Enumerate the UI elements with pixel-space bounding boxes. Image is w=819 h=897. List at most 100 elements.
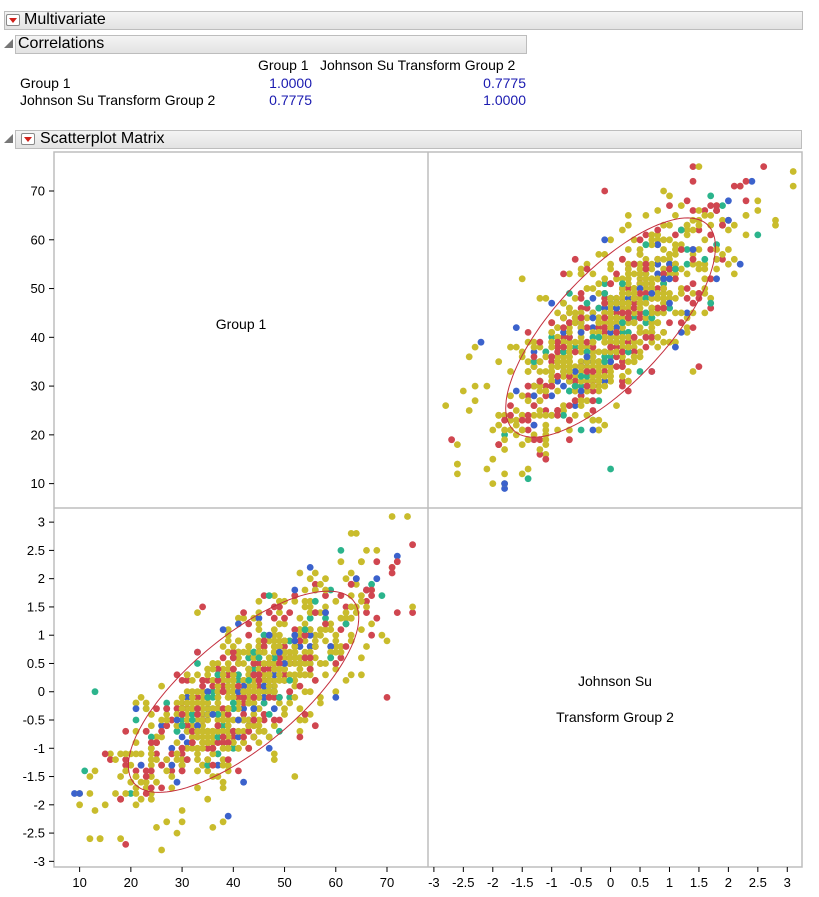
scatter-point-upper [589, 407, 597, 414]
scatter-point-upper [689, 163, 697, 171]
scatter-point-upper [548, 338, 556, 346]
scatter-point-lower [122, 841, 130, 848]
scatter-point-upper [672, 275, 679, 283]
scatter-point-lower [363, 597, 370, 605]
scatter-point-upper [577, 265, 585, 273]
scatter-point-upper [595, 314, 603, 322]
scatter-point-upper [648, 280, 656, 288]
scatter-point-upper [577, 324, 585, 331]
scatter-point-lower [235, 716, 242, 724]
scatter-point-upper [642, 343, 650, 351]
scatter-point-lower [204, 694, 212, 701]
scatter-point-upper [595, 426, 603, 434]
scatter-point-upper [642, 329, 650, 336]
scatter-point-lower [199, 761, 207, 769]
scatter-point-lower [229, 688, 237, 696]
scatter-point-upper [642, 285, 650, 292]
scatter-point-upper [577, 348, 585, 356]
scatter-point-upper [619, 343, 626, 351]
scatter-point-lower [306, 711, 314, 718]
scatter-point-upper [701, 265, 709, 273]
scatter-point-upper [636, 329, 644, 336]
scatter-point-lower [276, 716, 283, 724]
scatter-point-lower [204, 665, 212, 673]
scatter-point-lower [194, 671, 201, 679]
scatter-point-lower [224, 665, 232, 673]
scatter-point-lower [117, 795, 124, 803]
scatter-point-upper [595, 251, 603, 258]
scatter-point-upper [613, 348, 620, 356]
scatter-point-upper [454, 441, 461, 448]
multivariate-menu-icon[interactable] [6, 14, 20, 26]
scatter-point-lower [317, 631, 324, 639]
scatter-point-lower [291, 654, 299, 662]
scatter-point-upper [577, 294, 585, 302]
scatter-disclosure-icon[interactable] [4, 134, 13, 143]
scatter-point-lower [235, 699, 242, 707]
scatter-point-lower [147, 739, 155, 746]
scatter-point-upper [642, 265, 650, 273]
scatter-point-lower [311, 631, 319, 639]
y-tick-label-lower: -1 [33, 741, 45, 756]
scatter-point-upper [654, 285, 662, 292]
scatter-point-lower [153, 756, 160, 763]
scatter-point-upper [624, 319, 632, 327]
scatter-point-lower [188, 711, 196, 718]
scatter-point-upper [548, 377, 556, 385]
scatter-point-lower [153, 750, 160, 758]
scatter-point-upper [577, 270, 585, 278]
scatter-point-upper [624, 377, 632, 385]
scatter-point-lower [327, 626, 335, 633]
scatter-point-upper [548, 333, 556, 341]
scatter-point-lower [265, 631, 273, 639]
scatter-point-upper [695, 260, 703, 268]
scatter-point-upper [648, 319, 656, 327]
scatter-point-lower [219, 643, 227, 650]
scatter-point-upper [613, 324, 620, 331]
scatter-point-upper [624, 358, 632, 366]
y-tick-label-lower: 0.5 [27, 656, 45, 671]
scatter-point-upper [601, 333, 609, 341]
scatter-point-lower [291, 586, 299, 594]
scatter-point-lower [224, 671, 232, 679]
scatter-point-lower [301, 711, 309, 718]
scatter-point-upper [560, 407, 567, 414]
scatter-point-lower [173, 727, 181, 735]
scatter-point-upper [571, 402, 579, 409]
scatter-point-lower [260, 665, 268, 673]
scatter-point-upper [619, 309, 626, 317]
scatter-point-upper [554, 333, 561, 341]
scatter-point-upper [589, 363, 597, 370]
correlations-disclosure-icon[interactable] [4, 39, 13, 48]
scatter-point-lower [158, 846, 166, 854]
scatter-point-upper [583, 260, 591, 268]
scatter-point-upper [454, 470, 461, 478]
scatter-point-upper [465, 353, 473, 361]
scatter-point-upper [630, 358, 638, 366]
scatter-point-upper [577, 358, 585, 366]
scatter-point-upper [666, 260, 673, 268]
scatter-point-lower [311, 654, 319, 662]
scatter-point-lower [204, 739, 212, 746]
scatter-point-upper [530, 363, 538, 370]
scatter-point-upper [577, 382, 585, 390]
scatter-point-upper [624, 246, 632, 253]
scatter-point-upper [613, 294, 620, 302]
scatter-point-lower [219, 784, 227, 792]
scatter-point-upper [683, 324, 691, 331]
scatter-point-lower [306, 631, 314, 639]
scatter-point-lower [219, 716, 227, 724]
scatter-point-lower [276, 727, 283, 735]
scatter-point-upper [648, 338, 656, 346]
scatter-point-upper [577, 387, 585, 395]
scatter-point-lower [163, 716, 171, 724]
scatter-menu-icon[interactable] [21, 133, 35, 145]
scatter-point-upper [583, 387, 591, 395]
scatter-point-lower [301, 603, 309, 611]
scatter-point-lower [347, 671, 355, 679]
scatter-point-upper [624, 221, 632, 229]
scatter-point-lower [153, 739, 160, 746]
scatter-point-upper [672, 241, 679, 249]
scatter-point-lower [373, 575, 381, 583]
scatter-point-lower [219, 654, 227, 662]
